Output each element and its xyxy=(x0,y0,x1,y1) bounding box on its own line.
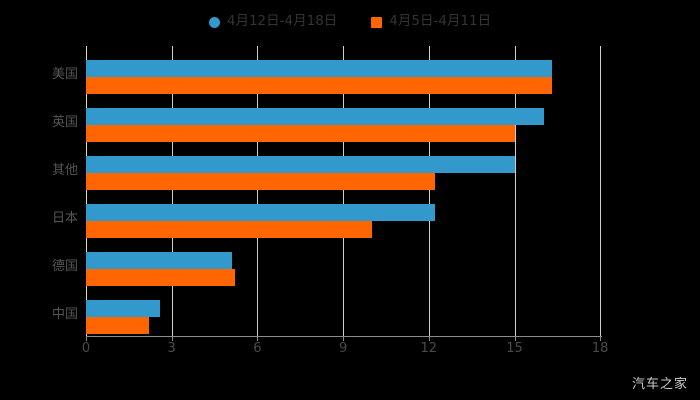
chart-legend: 4月12日-4月18日 4月5日-4月11日 xyxy=(0,12,700,32)
gridline-12 xyxy=(428,46,430,336)
x-axis-tick-label-5: 15 xyxy=(506,341,523,356)
bar-blue-0[interactable] xyxy=(86,60,553,77)
y-axis-label-0: 美国 xyxy=(51,67,78,82)
x-tick-3 xyxy=(171,336,173,341)
bar-blue-2[interactable] xyxy=(86,156,516,173)
legend-label-orange: 4月5日-4月11日 xyxy=(389,13,492,30)
legend-marker-circle-icon xyxy=(208,16,220,28)
x-axis-tick-label-0: 0 xyxy=(81,341,91,356)
bar-blue-4[interactable] xyxy=(86,252,232,269)
x-axis-tick-label-1: 3 xyxy=(167,341,176,356)
legend-label-blue: 4月12日-4月18日 xyxy=(226,13,338,30)
x-tick-9 xyxy=(343,336,345,341)
gridline-3 xyxy=(171,46,173,336)
bar-orange-3[interactable] xyxy=(86,221,373,238)
y-axis-label-3: 日本 xyxy=(51,211,78,226)
y-axis-label-4: 德国 xyxy=(51,259,78,274)
bar-blue-5[interactable] xyxy=(86,300,161,317)
y-axis-label-1: 英国 xyxy=(51,115,78,130)
legend-item-blue[interactable]: 4月12日-4月18日 xyxy=(208,13,338,30)
x-axis-tick-label-3: 9 xyxy=(338,341,348,356)
y-axis-label-2: 其他 xyxy=(51,163,78,178)
y-axis-label-5: 中国 xyxy=(51,307,78,322)
gridline-0 xyxy=(86,46,87,336)
bar-orange-4[interactable] xyxy=(86,269,235,286)
bar-blue-1[interactable] xyxy=(86,108,544,125)
x-tick-12 xyxy=(428,336,430,341)
gridline-15 xyxy=(514,46,516,336)
x-tick-15 xyxy=(514,336,516,341)
x-axis-tick-label-6: 18 xyxy=(591,341,609,356)
watermark: 汽车之家 xyxy=(631,377,688,392)
gridline-6 xyxy=(257,46,259,336)
legend-item-orange[interactable]: 4月5日-4月11日 xyxy=(371,15,491,29)
bar-orange-2[interactable] xyxy=(86,173,436,190)
y-axis-category-labels: 美国 英国 其他 日本 德国 中国 xyxy=(0,46,86,336)
x-tick-0 xyxy=(86,336,87,341)
plot-area xyxy=(86,46,602,336)
gridline-9 xyxy=(343,46,345,336)
x-tick-18 xyxy=(600,336,602,341)
x-axis-tick-label-2: 6 xyxy=(253,341,262,356)
bar-blue-3[interactable] xyxy=(86,204,436,221)
legend-marker-square-icon xyxy=(371,16,383,28)
bar-orange-5[interactable] xyxy=(86,317,149,334)
x-tick-6 xyxy=(257,336,259,341)
bar-orange-1[interactable] xyxy=(86,125,516,142)
bar-orange-0[interactable] xyxy=(86,77,553,94)
x-axis-tick-label-4: 12 xyxy=(420,341,438,356)
gridline-18 xyxy=(600,46,602,336)
